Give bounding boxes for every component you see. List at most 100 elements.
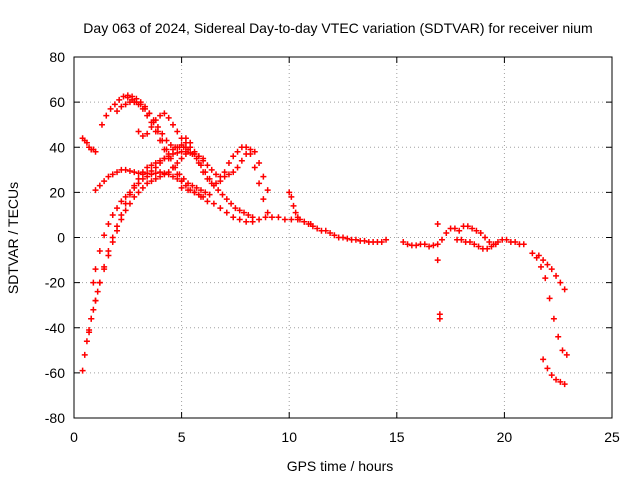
data-point [105, 248, 112, 255]
data-point [90, 306, 97, 313]
data-point [144, 164, 151, 171]
data-point [256, 160, 263, 167]
data-point [101, 232, 108, 239]
data-point [245, 211, 252, 218]
data-point [466, 239, 473, 246]
data-point [331, 232, 338, 239]
data-point [148, 123, 155, 130]
data-point [540, 356, 547, 363]
data-point [96, 248, 103, 255]
data-point [185, 187, 192, 194]
data-point [197, 193, 204, 200]
data-point [268, 214, 275, 221]
data-point [144, 130, 151, 137]
data-point [378, 239, 385, 246]
series-sat-g [124, 94, 256, 221]
data-point [232, 205, 239, 212]
data-point [178, 184, 185, 191]
data-point [189, 182, 196, 189]
data-point [90, 279, 97, 286]
series-sat-e [98, 92, 213, 198]
series-sat-m [454, 236, 499, 252]
data-point [165, 171, 172, 178]
data-point [96, 182, 103, 189]
data-point [225, 171, 232, 178]
data-point [161, 146, 168, 153]
data-point [327, 229, 334, 236]
data-point [191, 189, 198, 196]
data-point [88, 315, 95, 322]
data-point [292, 209, 299, 216]
data-point [296, 216, 303, 223]
data-point [301, 218, 308, 225]
data-point [544, 365, 551, 372]
data-point [482, 234, 489, 241]
data-point [249, 218, 256, 225]
data-point [340, 234, 346, 241]
series-sat-i [182, 135, 271, 216]
data-point [286, 189, 293, 196]
series-sat-l [400, 223, 527, 250]
data-point [94, 288, 101, 295]
series-sat-q [79, 135, 99, 155]
data-point [157, 137, 164, 144]
data-point [544, 261, 551, 268]
data-point [135, 175, 142, 182]
data-point [126, 167, 133, 174]
data-point [473, 227, 480, 234]
data-point [492, 241, 499, 248]
data-point [135, 170, 142, 177]
data-point [122, 207, 129, 214]
data-point [206, 191, 213, 198]
data-point [535, 252, 542, 259]
data-point [540, 257, 547, 264]
data-point [243, 144, 250, 151]
data-point [264, 209, 271, 216]
data-point [148, 167, 155, 174]
x-tick-label: 15 [389, 429, 405, 445]
data-point [464, 223, 471, 230]
series-outliers [434, 220, 443, 322]
data-point [555, 333, 562, 340]
data-point [256, 180, 263, 187]
data-points [79, 92, 570, 388]
data-point [200, 157, 207, 164]
data-point [458, 236, 465, 243]
data-point [230, 153, 237, 160]
data-point [86, 329, 93, 336]
data-point [154, 123, 161, 130]
data-point [178, 178, 185, 185]
x-tick-label: 0 [70, 429, 78, 445]
data-point [92, 297, 99, 304]
data-point [131, 169, 138, 176]
data-point [236, 207, 243, 214]
data-point [204, 198, 211, 205]
y-tick-label: 0 [57, 230, 65, 246]
y-axis-label: SDTVAR / TECUs [5, 182, 21, 294]
data-point [118, 103, 125, 110]
data-point [122, 166, 129, 173]
data-point [137, 101, 144, 108]
x-tick-label: 20 [497, 429, 513, 445]
data-point [103, 112, 110, 119]
data-point [256, 216, 263, 223]
data-point [213, 171, 220, 178]
data-point [546, 295, 553, 302]
data-point [557, 279, 564, 286]
data-point [234, 164, 241, 171]
data-point [260, 173, 267, 180]
data-point [187, 139, 194, 146]
data-point [230, 169, 237, 176]
y-tick-label: 40 [49, 139, 65, 155]
data-point [553, 376, 560, 383]
series-sat-d [92, 141, 189, 194]
data-point [107, 105, 114, 112]
data-point [161, 110, 168, 117]
data-point [169, 121, 176, 128]
data-point [146, 110, 153, 117]
data-point [182, 135, 189, 142]
data-point [262, 214, 269, 221]
y-tick-label: -60 [45, 365, 65, 381]
data-point [92, 266, 99, 273]
data-point [561, 381, 568, 388]
